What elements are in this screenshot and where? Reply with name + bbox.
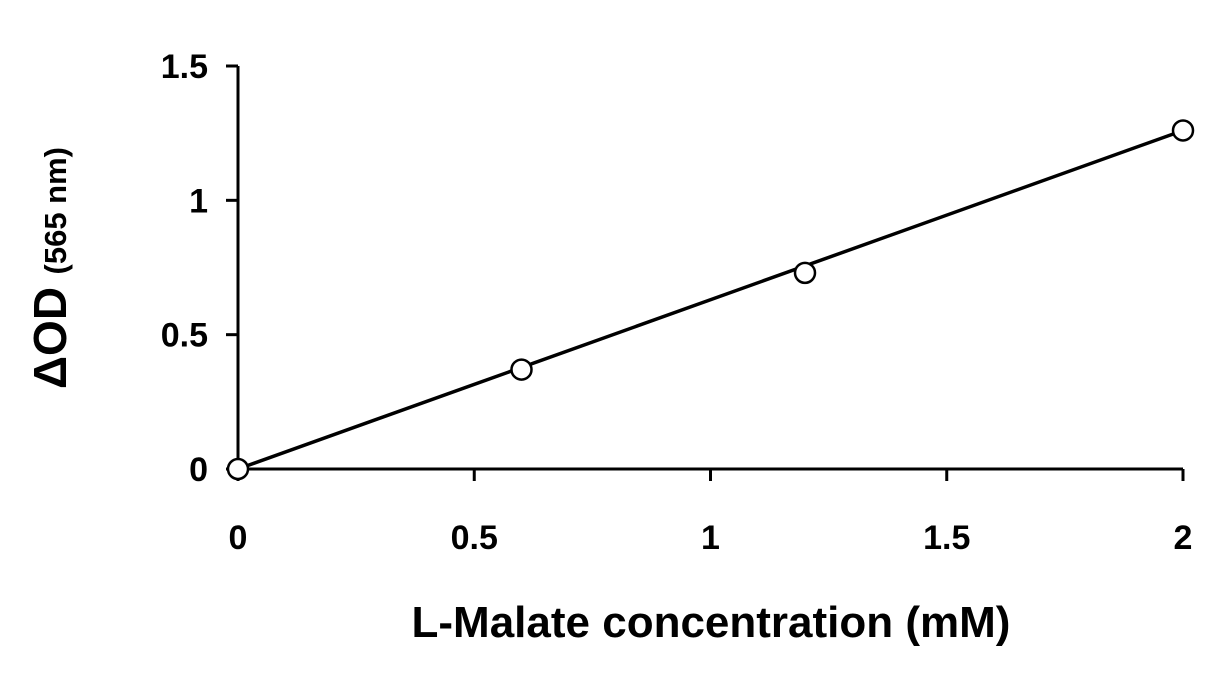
y-tick-label: 0 (189, 451, 208, 489)
x-axis-title: L-Malate concentration (mM) (412, 598, 1011, 647)
x-tick-label: 0.5 (451, 519, 498, 557)
x-tick-label: 1 (701, 519, 720, 557)
data-point (793, 261, 817, 285)
y-tick-label: 0.5 (161, 317, 208, 355)
trendline-group (237, 128, 1184, 471)
x-tick-label: 1.5 (923, 519, 970, 557)
y-axis-title-main: ΔOD (24, 287, 76, 389)
y-tick-label: 1 (189, 182, 208, 220)
x-ticks: 0 0.5 1 1.5 2 (229, 469, 1193, 557)
y-ticks: 0 0.5 1 1.5 (161, 48, 238, 489)
axes (236, 66, 1183, 471)
y-tick-label: 1.5 (161, 48, 208, 86)
data-point (510, 358, 533, 381)
data-point (1171, 119, 1195, 142)
data-points (226, 119, 1195, 481)
y-axis-title: ΔOD (565 nm) (24, 147, 76, 389)
data-point (226, 457, 250, 481)
y-axis-title-sub: (565 nm) (38, 147, 73, 274)
trendline (237, 128, 1184, 471)
x-tick-label: 2 (1174, 519, 1193, 557)
x-tick-label: 0 (229, 519, 248, 557)
